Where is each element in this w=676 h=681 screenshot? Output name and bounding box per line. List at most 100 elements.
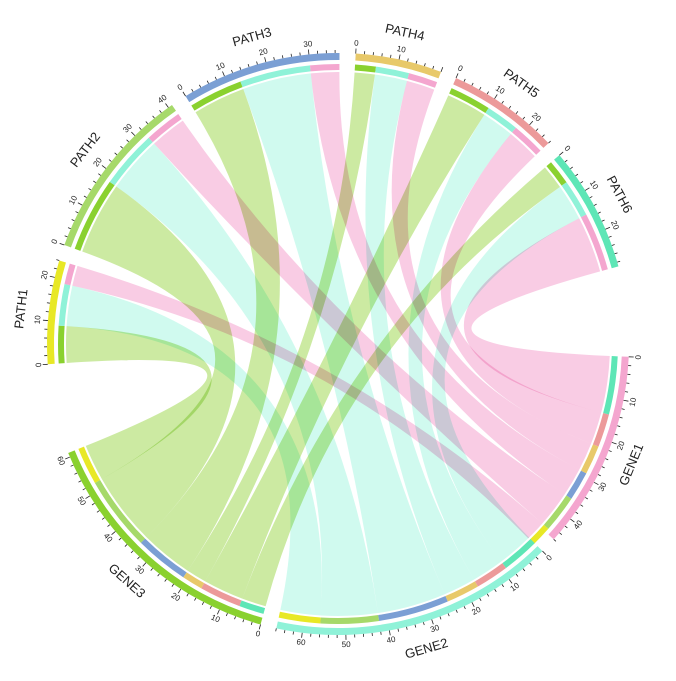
- tick-label: 60: [55, 455, 67, 467]
- tick-path2-36: [152, 115, 155, 119]
- tick-path3-18: [256, 61, 258, 65]
- tick-gene1-32: [589, 489, 593, 492]
- tick-label: 0: [544, 553, 554, 563]
- tick-path2-6: [71, 219, 75, 222]
- strip-path2-to-gene3: [74, 181, 115, 251]
- tick-label: 10: [215, 60, 227, 72]
- ribbon-path1-gene3: [65, 326, 212, 479]
- tick-path2-22: [108, 159, 112, 162]
- tick-label: 10: [67, 194, 79, 207]
- strip-path1-to-gene1: [64, 263, 76, 286]
- strip-path5-to-gene3: [449, 88, 489, 114]
- ribbon-path5-gene1: [440, 133, 602, 444]
- tick-path2-34: [145, 121, 149, 125]
- tick-path3-0: [182, 91, 186, 97]
- strip-gene2-from-path3: [378, 596, 448, 621]
- tick-path2-30: [131, 131, 136, 136]
- strip-gene1-from-path3: [566, 470, 587, 499]
- tick-label: 20: [615, 439, 627, 451]
- tick-label: 10: [509, 581, 522, 594]
- tick-gene2-38: [397, 628, 399, 632]
- tick-gene3-6: [234, 616, 236, 620]
- ribbon-path1-gene2: [66, 285, 322, 616]
- tick-label: 30: [596, 480, 608, 493]
- strip-path3-to-gene3: [191, 81, 243, 111]
- tick-gene2-64: [283, 630, 286, 634]
- tick-gene3-28: [150, 568, 153, 571]
- tick-path6-0: [559, 151, 564, 156]
- tick-gene1-40: [570, 518, 575, 523]
- tick-label: 20: [470, 605, 483, 617]
- tick-label: 50: [342, 640, 352, 649]
- tick-gene1-36: [580, 504, 584, 507]
- tick-layer: 0 10 20 0 10 20 30 40 0 10 20 30 0 10 0 10 20 0 10 20 0 10 20 3…: [33, 39, 643, 650]
- tick-label: 40: [156, 93, 169, 106]
- tick-path2-24: [114, 152, 118, 156]
- tick-gene3-30: [142, 562, 147, 567]
- tick-gene3-16: [194, 597, 197, 601]
- tick-gene3-58: [70, 464, 74, 467]
- tick-gene3-50: [85, 495, 91, 499]
- tick-path6-28: [617, 260, 621, 263]
- tick-path5-14: [508, 105, 512, 109]
- sector-track-gene2: [276, 546, 543, 636]
- sector-track-path3: [185, 52, 340, 103]
- tick-gene3-0: [258, 624, 261, 630]
- tick-path2-8: [75, 211, 79, 214]
- tick-gene2-8: [515, 573, 519, 577]
- sector-track-path2: [64, 105, 176, 248]
- tick-gene1-34: [585, 497, 589, 500]
- tick-path6-6: [575, 173, 579, 177]
- tick-gene3-38: [118, 537, 122, 541]
- strip-gene2-from-path2: [320, 615, 380, 624]
- tick-path5-2: [463, 78, 466, 82]
- tick-label: 50: [75, 495, 88, 508]
- tick-gene1-30: [593, 481, 599, 486]
- sector-label-gene2: GENE2: [403, 635, 450, 662]
- tick-label: 0: [255, 629, 262, 639]
- tick-path1-24: [56, 259, 60, 261]
- tick-gene2-2: [535, 556, 539, 560]
- tick-label: 10: [210, 613, 222, 625]
- tick-path6-20: [605, 226, 611, 230]
- tick-path3-16: [247, 63, 250, 68]
- tick-gene1-14: [619, 416, 623, 419]
- tick-gene1-24: [605, 458, 609, 461]
- tick-path3-6: [206, 80, 209, 84]
- tick-path5-16: [515, 111, 519, 115]
- ribbon-path6-gene2: [432, 186, 580, 562]
- tick-gene3-48: [91, 503, 95, 506]
- tick-path5-8: [486, 91, 489, 95]
- tick-path4-18: [432, 65, 435, 69]
- sector-label-path1: PATH1: [11, 288, 30, 329]
- tick-gene2-36: [406, 626, 408, 630]
- strip-gene3-from-path1: [78, 446, 101, 483]
- tick-gene2-30: [431, 619, 434, 625]
- tick-label: 0: [456, 63, 464, 73]
- tick-path4-16: [424, 63, 426, 67]
- ribbon-path2-gene2: [116, 143, 378, 617]
- tick-gene3-54: [78, 480, 82, 483]
- ribbon-path3-gene3: [146, 89, 280, 571]
- tick-label: 20: [258, 46, 269, 57]
- tick-path5-0: [455, 73, 459, 79]
- tick-path3-30: [308, 49, 310, 55]
- tick-path5-24: [542, 134, 545, 138]
- tick-label: 20: [91, 155, 104, 168]
- tick-path3-2: [191, 88, 194, 92]
- ribbon-path3-gene1: [310, 71, 580, 495]
- tick-path2-16: [93, 180, 97, 184]
- tick-path5-18: [522, 116, 526, 120]
- strip-gene3-from-path5: [201, 583, 242, 607]
- tick-path4-14: [415, 60, 418, 64]
- tick-gene3-42: [107, 524, 111, 527]
- tick-label: 40: [386, 635, 397, 646]
- tick-gene2-4: [529, 562, 532, 566]
- strip-gene2-from-path1: [278, 611, 321, 624]
- tick-path2-18: [98, 173, 102, 176]
- sector-strip-layer: [57, 63, 618, 624]
- strip-path1-to-gene3: [57, 325, 65, 364]
- sector-track-gene1: [548, 356, 629, 540]
- strip-path4-to-gene2: [375, 66, 410, 79]
